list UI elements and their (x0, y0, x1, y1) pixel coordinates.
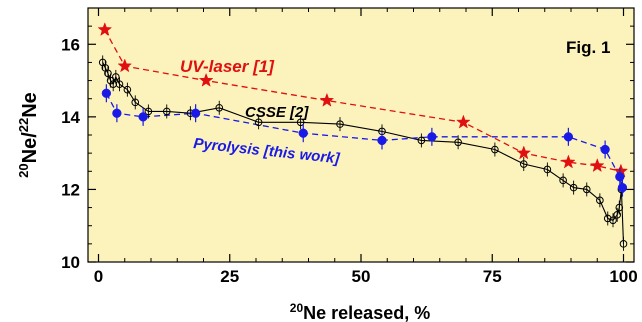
y-tick-label: 14 (61, 108, 80, 127)
pyrolysis-point (600, 144, 610, 155)
pyrolysis-point (138, 112, 148, 122)
pyrolysis-point (112, 108, 122, 118)
annotation-uv-laser: UV-laser [1] (180, 57, 275, 76)
csse-point (619, 240, 628, 248)
y-axis-title: 20Ne/22Ne (16, 92, 41, 178)
figure-label: Fig. 1 (566, 38, 610, 57)
csse-point (115, 80, 124, 88)
x-tick-label: 50 (352, 267, 371, 286)
y-tick-label: 16 (61, 35, 80, 54)
pyrolysis-point (298, 128, 308, 138)
uv-laser-point (561, 154, 576, 169)
csse-point (254, 118, 263, 127)
plot-background (87, 7, 635, 263)
annotation-csse: CSSE [2] (245, 104, 309, 121)
uv-laser-point (589, 158, 605, 173)
csse-point (596, 196, 604, 205)
csse-point (296, 118, 305, 127)
y-tick-label: 12 (61, 180, 80, 199)
uv-laser-point (456, 114, 471, 129)
csse-point (543, 165, 552, 174)
csse-point (144, 107, 153, 116)
csse-point (112, 73, 120, 81)
uv-laser-point (117, 58, 133, 73)
uv-laser-point (198, 72, 214, 87)
pyrolysis-point (101, 88, 112, 98)
uv-laser-point (319, 92, 335, 107)
csse-point (569, 183, 578, 192)
uv-laser-point (97, 22, 113, 36)
x-tick-label: 75 (483, 267, 502, 286)
csse-point (336, 120, 344, 128)
x-axis-title: 20Ne released, % (290, 301, 430, 322)
csse-point (615, 203, 624, 212)
x-tick-label: 100 (609, 267, 637, 286)
csse-point (131, 98, 140, 107)
pyrolysis-point (377, 135, 387, 146)
pyrolysis-point (190, 108, 201, 118)
csse-point (603, 214, 612, 223)
csse-point (582, 185, 591, 194)
pyrolysis-point (617, 182, 628, 193)
csse-point (491, 145, 499, 154)
x-tick-label: 0 (94, 267, 103, 286)
csse-point (123, 85, 132, 94)
csse-point (454, 138, 462, 147)
csse-point (613, 211, 622, 219)
csse-point (215, 103, 224, 112)
csse-point (417, 136, 426, 145)
uv-laser-point (516, 145, 532, 160)
csse-point (519, 160, 528, 168)
csse-point (609, 216, 617, 225)
csse-point (162, 107, 171, 116)
csse-point (559, 176, 567, 185)
y-tick-label: 10 (61, 253, 80, 272)
pyrolysis-point (427, 132, 437, 142)
pyrolysis-point (563, 132, 574, 142)
x-tick-label: 25 (220, 267, 239, 286)
csse-point (104, 69, 112, 78)
